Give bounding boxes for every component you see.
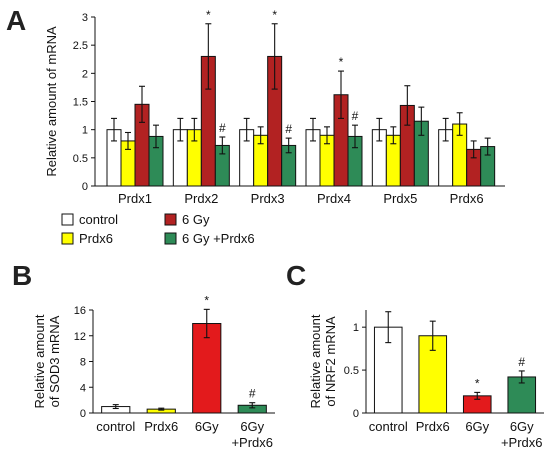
chart-b-bar [192, 323, 222, 414]
chart-c-significance-mark: # [518, 355, 525, 369]
chart-a-y-tick-label: 2.5 [73, 40, 88, 52]
chart-b-y-tick-label: 16 [74, 305, 86, 317]
chart-c-category-label: Prdx6 [416, 419, 450, 434]
chart-c-category-label: +Prdx6 [501, 435, 543, 450]
legend-swatch [61, 213, 74, 226]
legend-label: Prdx6 [79, 231, 113, 246]
chart-b-y-axis-label: of SOD3 mRNA [47, 315, 62, 407]
chart-b-y-tick-label: 8 [80, 357, 86, 369]
chart-a-significance-mark: * [206, 8, 211, 22]
chart-a-category-label: Prdx5 [383, 191, 417, 206]
chart-a-significance-mark: # [352, 109, 359, 123]
panel-label-a: A [6, 5, 26, 36]
legend-swatch [164, 232, 177, 245]
chart-a-significance-mark: # [285, 122, 292, 136]
chart-a-category-label: Prdx2 [184, 191, 218, 206]
chart-a-y-tick-label: 1 [82, 125, 88, 137]
chart-b-category-label: +Prdx6 [231, 435, 273, 450]
chart-a-y-tick-label: 3 [82, 12, 88, 24]
chart-c-significance-mark: * [475, 376, 480, 390]
chart-b-category-label: Prdx6 [144, 419, 178, 434]
chart-a-y-tick-label: 0 [82, 181, 88, 193]
chart-c-y-tick-label: 1 [353, 322, 359, 334]
chart-a-legend: control Prdx6 6 Gy 6 Gy +Prdx6 [61, 212, 255, 246]
chart-a-y-tick-label: 2 [82, 68, 88, 80]
chart-a-category-label: Prdx3 [251, 191, 285, 206]
chart-c-category-label: 6Gy [510, 419, 534, 434]
chart-c-category-label: 6Gy [465, 419, 489, 434]
chart-a-category-label: Prdx6 [450, 191, 484, 206]
chart-c-y-axis-label: Relative amount [308, 314, 323, 408]
chart-b: 0 4 8 12 16 Relative amount of SOD3 mRNA contro… [32, 293, 275, 450]
legend-label: 6 Gy +Prdx6 [182, 231, 255, 246]
chart-b-y-axis-label: Relative amount [32, 314, 47, 408]
legend-label: 6 Gy [182, 212, 210, 227]
chart-b-category-label: 6Gy [240, 419, 264, 434]
chart-a-category-label: Prdx1 [118, 191, 152, 206]
legend-swatch [164, 213, 177, 226]
chart-c-category-label: control [369, 419, 408, 434]
chart-b-y-tick-label: 12 [74, 331, 86, 343]
chart-a: 0 0.5 1 1.5 2 2.5 3 Relative amount of mRNA Prdx… [44, 8, 505, 206]
chart-b-significance-mark: * [204, 293, 209, 307]
chart-a-y-tick-label: 0.5 [73, 153, 88, 165]
chart-a-significance-mark: * [272, 8, 277, 22]
chart-c-y-axis-label: of NRF2 mRNA [323, 316, 338, 407]
chart-a-significance-mark: * [339, 55, 344, 69]
chart-a-category-label: Prdx4 [317, 191, 351, 206]
chart-b-y-tick-label: 4 [80, 382, 86, 394]
chart-a-significance-mark: # [219, 121, 226, 135]
legend-swatch [61, 232, 74, 245]
legend-label: control [79, 212, 118, 227]
chart-c-y-tick-label: 0 [353, 408, 359, 420]
panel-label-b: B [12, 260, 32, 291]
chart-b-category-label: control [96, 419, 135, 434]
chart-b-significance-mark: # [249, 387, 256, 401]
chart-a-y-tick-label: 1.5 [73, 97, 88, 109]
chart-c: 0 0.5 1 Relative amount of NRF2 mRNA control P… [308, 310, 544, 450]
chart-c-y-tick-label: 0.5 [344, 365, 359, 377]
chart-b-y-tick-label: 0 [80, 408, 86, 420]
chart-b-category-label: 6Gy [195, 419, 219, 434]
chart-a-y-axis-label: Relative amount of mRNA [44, 26, 59, 177]
panel-label-c: C [286, 260, 306, 291]
